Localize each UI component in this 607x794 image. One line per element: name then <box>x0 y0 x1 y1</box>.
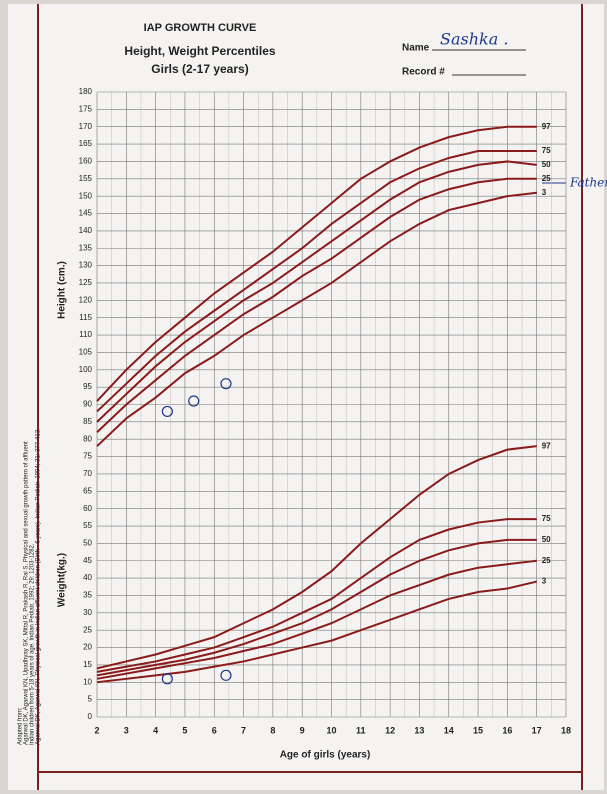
y-tick-label: 110 <box>79 330 92 339</box>
source-line: Agarwal DK, Agarwal KN. Physical growth … <box>36 428 42 745</box>
y-tick-label: 65 <box>83 486 92 495</box>
series-label: 75 <box>542 146 551 155</box>
y-tick-label: 145 <box>79 209 93 218</box>
y-tick-label: 130 <box>79 261 93 270</box>
y-tick-label: 85 <box>83 417 92 426</box>
y-tick-label: 70 <box>83 469 92 478</box>
y-tick-label: 105 <box>79 348 93 357</box>
y-tick-label: 55 <box>83 521 92 530</box>
y-tick-label: 60 <box>83 504 92 513</box>
x-tick-label: 16 <box>502 725 512 735</box>
y-tick-label: 45 <box>83 556 92 565</box>
x-tick-label: 15 <box>473 725 483 735</box>
y-tick-label: 30 <box>83 608 92 617</box>
y-tick-label: 115 <box>79 313 92 322</box>
y-tick-label: 95 <box>83 382 92 391</box>
chart: IAP GROWTH CURVE Height, Weight Percenti… <box>0 0 607 794</box>
y-tick-label: 175 <box>79 104 93 113</box>
y-tick-label: 170 <box>79 122 93 131</box>
handwritten-note: Father <box>569 176 607 190</box>
y-tick-label: 90 <box>83 400 92 409</box>
series-label: 3 <box>542 188 547 197</box>
x-tick-label: 13 <box>414 725 424 735</box>
y-tick-label: 10 <box>83 677 92 686</box>
y-tick-label: 20 <box>83 643 92 652</box>
form-label: Record # <box>402 67 445 78</box>
series-label: 50 <box>542 535 551 544</box>
y-tick-label: 80 <box>83 434 92 443</box>
y-tick-label: 100 <box>79 365 93 374</box>
form-label: Name <box>402 43 430 54</box>
x-tick-label: 6 <box>212 725 217 735</box>
series-label: 75 <box>542 514 551 523</box>
page: IAP GROWTH CURVE Height, Weight Percenti… <box>0 0 607 794</box>
x-tick-label: 5 <box>182 725 187 735</box>
series-label: 25 <box>542 174 551 183</box>
x-tick-label: 9 <box>300 725 305 735</box>
chart-subtitle: Girls (2-17 years) <box>151 62 248 76</box>
x-tick-label: 12 <box>385 725 395 735</box>
y-tick-label: 120 <box>79 295 93 304</box>
y-tick-label: 125 <box>79 278 93 287</box>
y-tick-label: 165 <box>79 139 93 148</box>
y-tick-label: 15 <box>83 660 92 669</box>
handwritten-name: Sashka . <box>440 30 508 49</box>
series-label: 97 <box>542 441 551 450</box>
series-label: 3 <box>542 577 547 586</box>
y-axis-title: Height (cm.) <box>57 261 68 319</box>
x-tick-label: 18 <box>561 725 571 735</box>
y-tick-label: 75 <box>83 452 92 461</box>
y-tick-label: 40 <box>83 573 92 582</box>
y-tick-label: 25 <box>83 625 92 634</box>
chart-subtitle: Height, Weight Percentiles <box>124 44 275 58</box>
x-tick-label: 4 <box>153 725 158 735</box>
series-label: 97 <box>542 122 551 131</box>
y-tick-label: 150 <box>79 191 93 200</box>
x-tick-label: 14 <box>444 725 454 735</box>
series-label: 50 <box>542 160 551 169</box>
x-tick-label: 7 <box>241 725 246 735</box>
chart-title: IAP GROWTH CURVE <box>144 22 257 34</box>
y-tick-label: 180 <box>79 87 93 96</box>
series-label: 25 <box>542 556 551 565</box>
y-tick-label: 50 <box>83 538 92 547</box>
x-axis-title: Age of girls (years) <box>280 750 371 761</box>
y-tick-label: 155 <box>79 174 93 183</box>
x-tick-label: 2 <box>94 725 99 735</box>
y-tick-label: 135 <box>79 243 93 252</box>
x-tick-label: 8 <box>270 725 275 735</box>
x-tick-label: 17 <box>532 725 542 735</box>
x-tick-label: 3 <box>124 725 129 735</box>
x-tick-label: 10 <box>326 725 336 735</box>
y-tick-label: 5 <box>88 695 93 704</box>
y-tick-label: 0 <box>88 712 93 721</box>
y-tick-label: 140 <box>79 226 93 235</box>
x-tick-label: 11 <box>356 725 366 735</box>
y-tick-label: 160 <box>79 157 93 166</box>
y-axis-title: Weight(kg.) <box>57 553 68 607</box>
y-tick-label: 35 <box>83 591 92 600</box>
